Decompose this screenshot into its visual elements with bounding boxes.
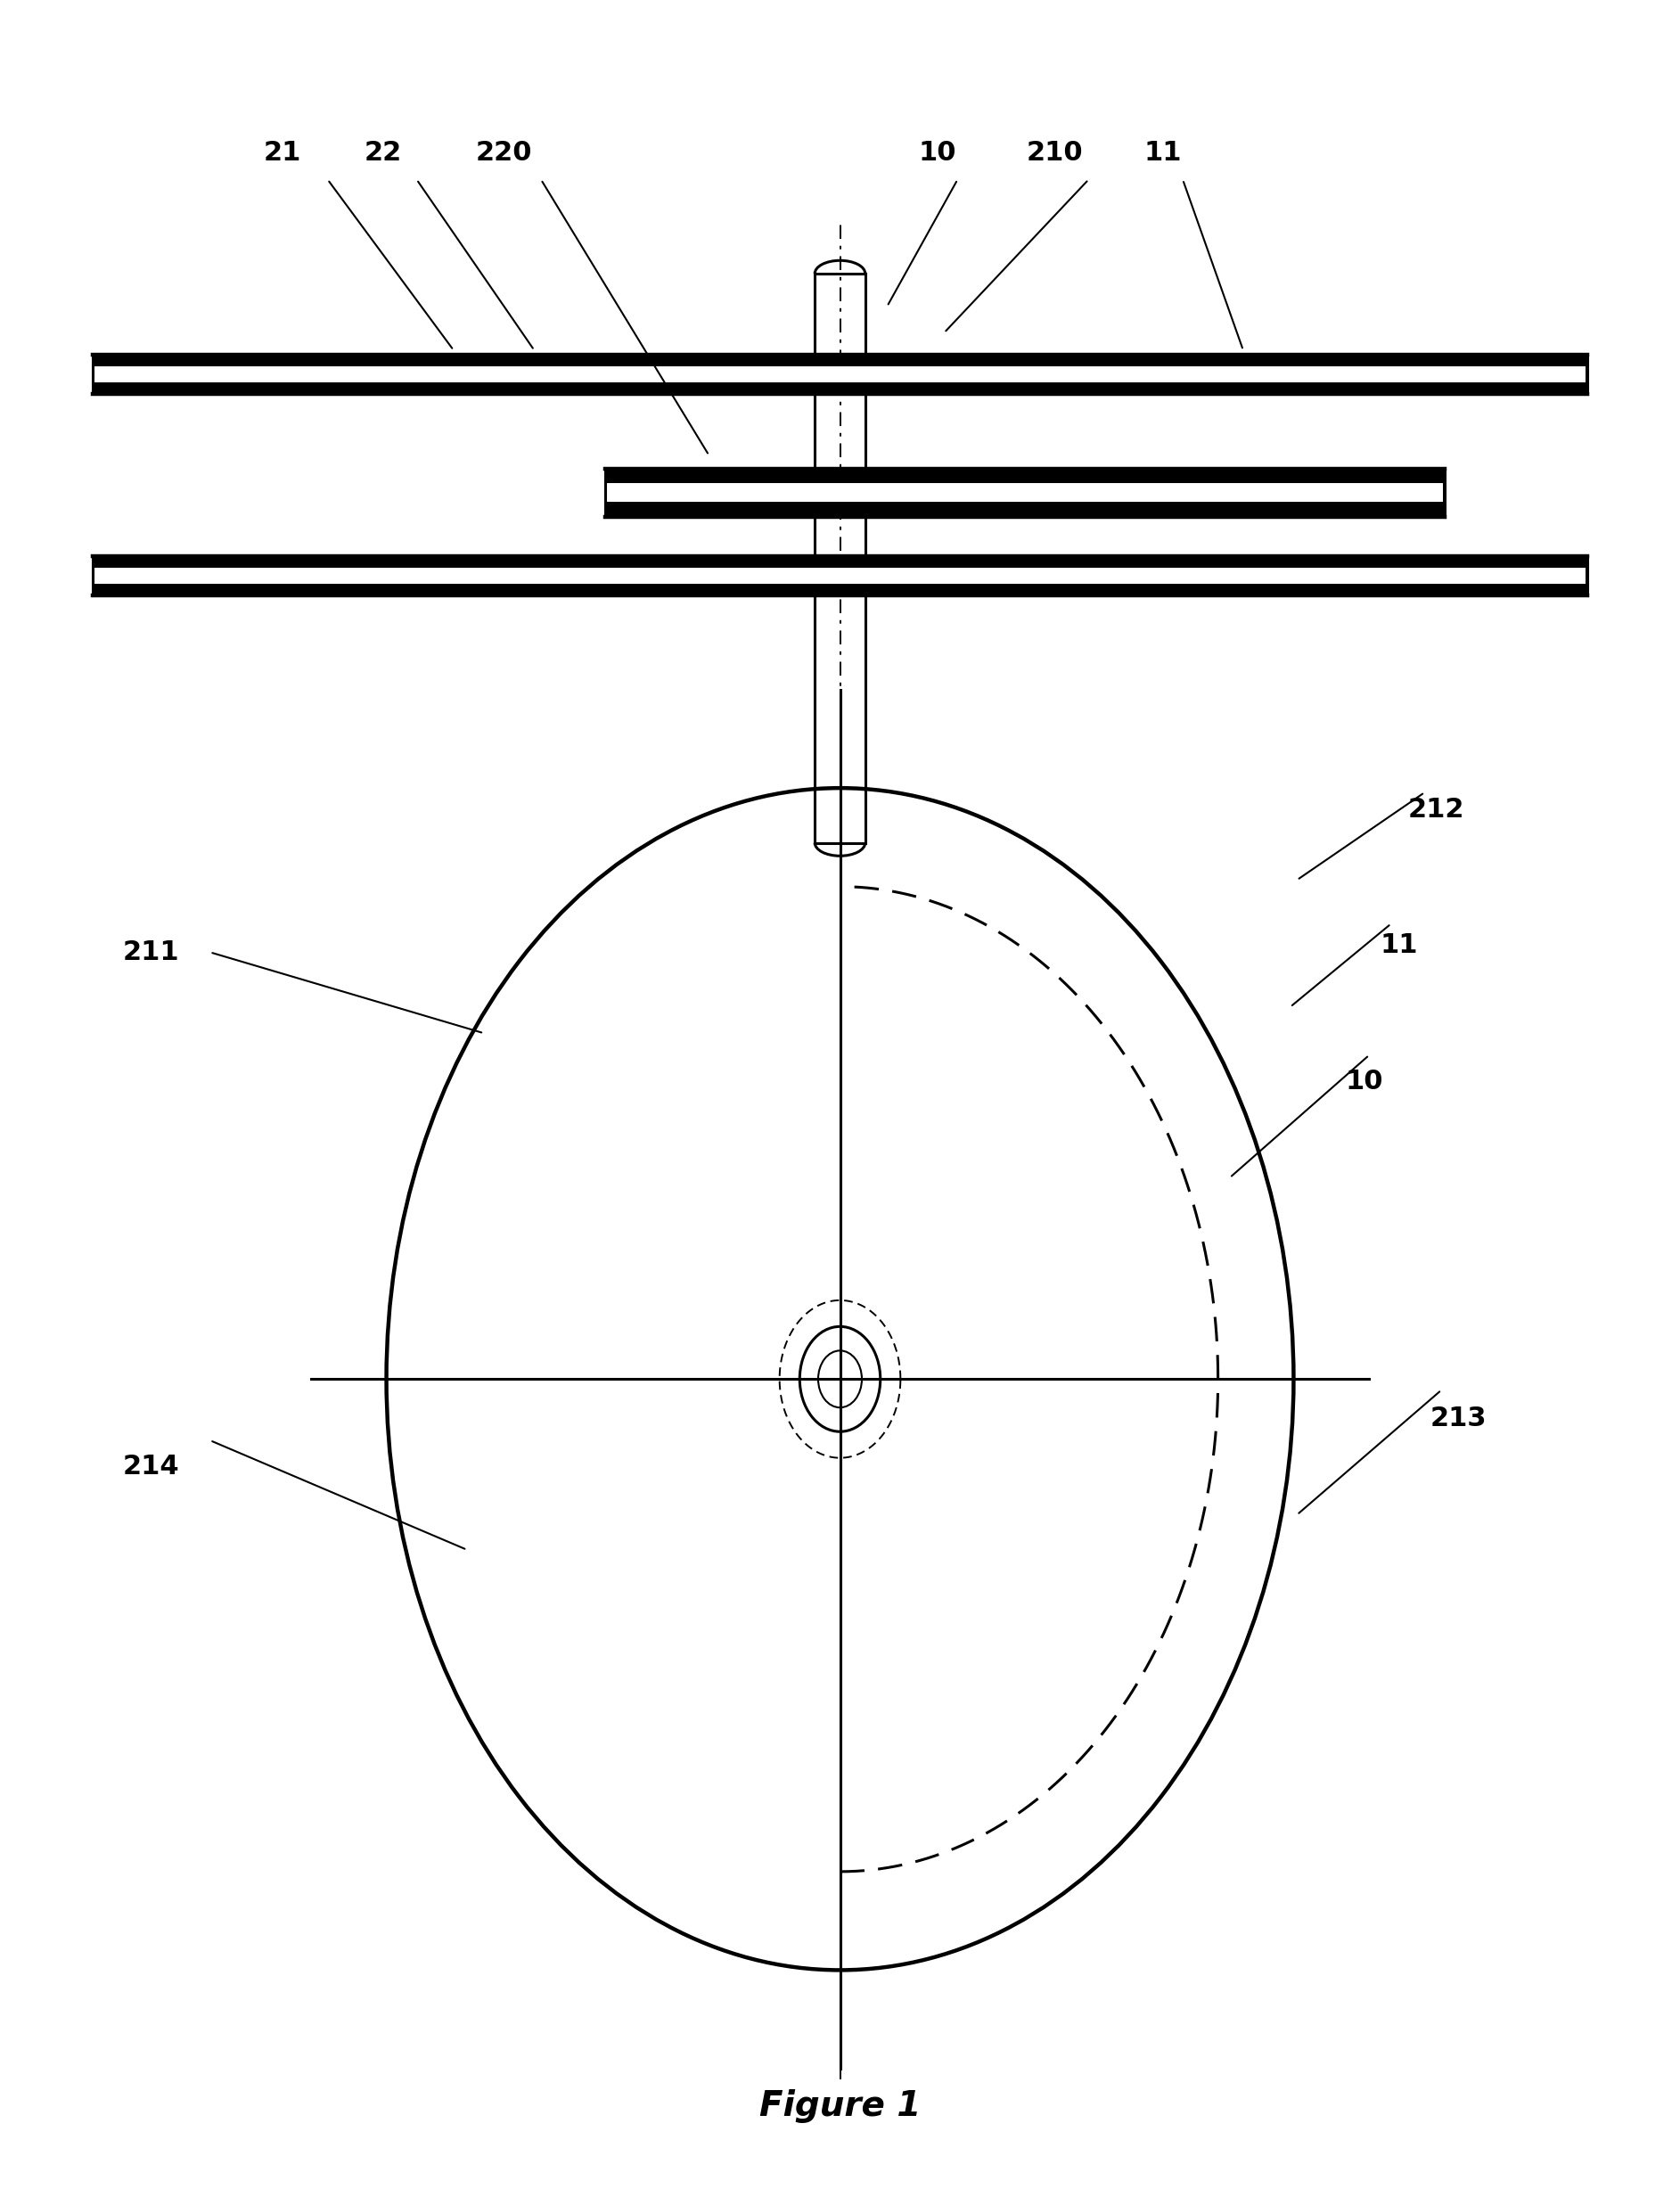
Polygon shape <box>94 567 1586 584</box>
Polygon shape <box>606 484 1443 501</box>
Polygon shape <box>92 556 1588 595</box>
Text: 10: 10 <box>919 140 956 166</box>
Text: 21: 21 <box>264 140 301 166</box>
Polygon shape <box>94 366 1586 383</box>
Text: 11: 11 <box>1381 933 1418 959</box>
Text: 22: 22 <box>365 140 402 166</box>
Text: Figure 1: Figure 1 <box>759 2088 921 2123</box>
Text: 214: 214 <box>123 1453 180 1480</box>
Polygon shape <box>605 468 1445 517</box>
Text: 212: 212 <box>1408 797 1465 823</box>
Text: 211: 211 <box>123 939 180 965</box>
Text: 213: 213 <box>1430 1405 1487 1432</box>
Text: 10: 10 <box>1346 1068 1383 1094</box>
Polygon shape <box>92 355 1588 394</box>
Text: 220: 220 <box>475 140 533 166</box>
Text: 11: 11 <box>1144 140 1181 166</box>
Text: 210: 210 <box>1026 140 1084 166</box>
